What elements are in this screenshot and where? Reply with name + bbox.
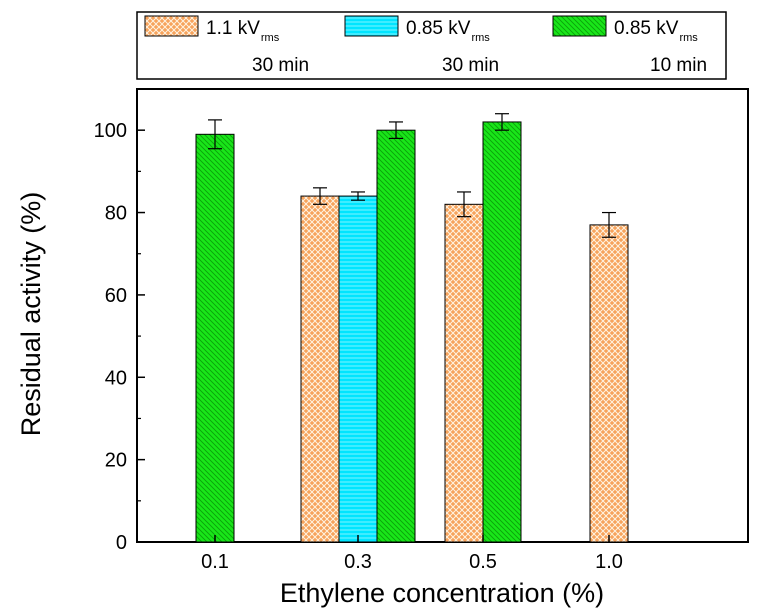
bars-layer [195, 121, 629, 543]
y-tick-label: 0 [116, 532, 127, 554]
bar-0-0_3 [300, 195, 340, 543]
bar-0-1_0 [589, 224, 629, 543]
legend-swatch [552, 15, 607, 37]
legend-label: 0.85 kV [406, 18, 471, 39]
legend-label: 0.85 kV [614, 18, 679, 39]
legend-label-subscript: rms [679, 32, 698, 44]
legend-time-label: 30 min [442, 55, 499, 76]
legend-label-subscript: rms [471, 32, 490, 44]
error-bar [313, 187, 327, 205]
y-axis: 0 20 40 60 80 100 [94, 88, 145, 554]
bar-2-0_5 [482, 121, 522, 543]
x-axis: 0.1 0.3 0.5 1.0 [201, 535, 623, 573]
bar-2-0_1 [195, 133, 235, 543]
legend-time-label: 10 min [650, 55, 707, 76]
y-tick-label: 20 [105, 450, 127, 472]
x-tick-label: 1.0 [595, 551, 623, 573]
error-bar [351, 191, 365, 201]
x-axis-title: Ethylene concentration (%) [280, 578, 604, 608]
error-bar [208, 119, 222, 150]
x-tick-label: 0.3 [344, 551, 372, 573]
legend-item: 0.85 kV rms 10 min [552, 15, 707, 76]
error-bar [602, 211, 616, 238]
y-tick-label: 60 [105, 285, 127, 307]
y-axis-title: Residual activity (%) [16, 192, 46, 437]
legend-label-subscript: rms [261, 32, 280, 44]
bar-2-0_3 [376, 129, 416, 543]
x-tick-label: 0.5 [469, 551, 497, 573]
error-bar [457, 191, 471, 218]
x-tick-label: 0.1 [201, 551, 229, 573]
error-bars-layer [208, 113, 616, 238]
legend-label: 1.1 kV [206, 18, 260, 39]
error-bar [495, 113, 509, 131]
y-tick-label: 100 [94, 120, 127, 142]
legend-item: 1.1 kV rms 30 min [144, 15, 309, 76]
legend-box [136, 11, 727, 80]
error-bar [389, 121, 403, 140]
bar-0-0_5 [444, 203, 484, 543]
bar-1-0_3 [338, 195, 378, 543]
legend-swatch [344, 15, 399, 37]
plot-frame [136, 88, 749, 543]
y-tick-label: 40 [105, 367, 127, 389]
y-tick-label: 80 [105, 203, 127, 225]
legend-item: 0.85 kV rms 30 min [344, 15, 499, 76]
legend-swatch [144, 15, 199, 37]
legend-time-label: 30 min [252, 55, 309, 76]
